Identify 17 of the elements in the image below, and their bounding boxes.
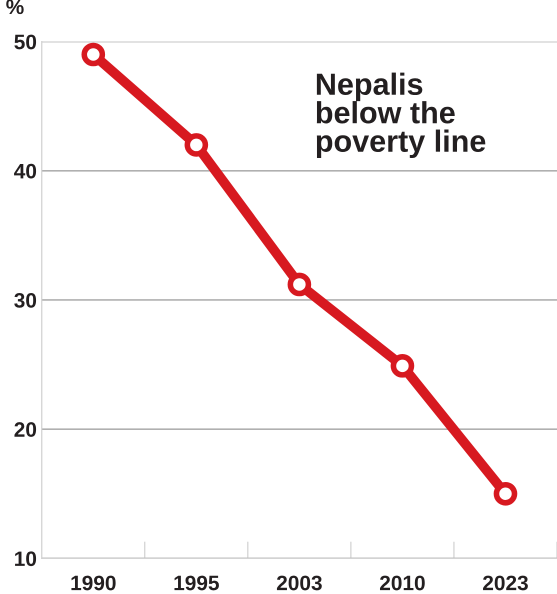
point [390, 354, 414, 378]
x-tick-label: 1995 [174, 576, 219, 590]
y-axis-title: % [6, 0, 24, 14]
y-tick-label: 40 [14, 164, 36, 179]
point [184, 133, 208, 157]
x-tick-label: 2003 [276, 576, 322, 590]
text: Nepalis below the poverty line [316, 72, 486, 158]
x-tick-label: 2023 [483, 576, 528, 590]
y-tick-label: 30 [14, 292, 36, 308]
point [81, 42, 106, 66]
x-tick-label: 1990 [71, 576, 116, 590]
y-tick-label: 50 [14, 34, 36, 50]
point [288, 272, 312, 296]
x-tick-label: 2010 [380, 576, 425, 590]
point [494, 482, 518, 506]
y-tick-label: 20 [14, 422, 36, 437]
y-tick-label: 10 [15, 551, 36, 566]
